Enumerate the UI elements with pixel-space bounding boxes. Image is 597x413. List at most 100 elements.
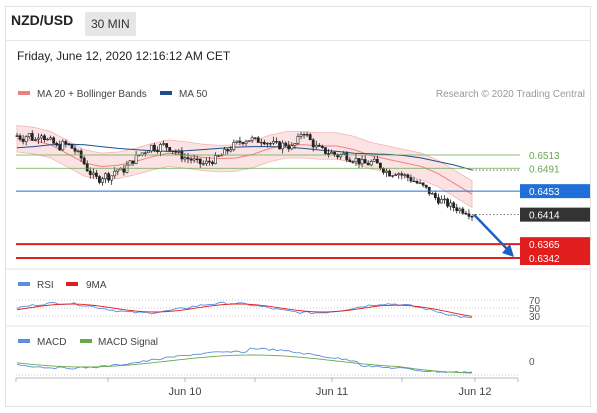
last-price-label: 0.6414 (529, 211, 560, 222)
candle-body (241, 142, 245, 144)
candle-body (348, 159, 352, 162)
candle-body (162, 143, 165, 145)
candle-body (290, 145, 294, 150)
x-tick-label: Jun 10 (168, 386, 201, 398)
candle-body (101, 178, 104, 183)
candle-body (269, 142, 272, 145)
candle-body (55, 142, 59, 146)
candle-body (85, 163, 89, 172)
candle-body (64, 141, 68, 145)
candle-body (128, 160, 132, 166)
timestamp: Friday, June 12, 2020 12:16:12 AM CET (17, 49, 231, 63)
candle-body (146, 150, 150, 154)
candle-body (214, 155, 217, 164)
pivot-tag (520, 184, 590, 199)
candle-body (174, 150, 178, 153)
candle-body (134, 154, 138, 164)
candle-body (372, 158, 376, 162)
ma20-line (16, 138, 473, 195)
candle-body (223, 149, 227, 156)
rsi-level-label: 30 (529, 312, 541, 323)
candle-body (284, 142, 288, 146)
candle-body (211, 161, 214, 164)
macd-line (16, 347, 473, 374)
candle-body (339, 154, 343, 158)
candle-body (330, 151, 333, 154)
candle-body (82, 157, 86, 165)
candle-body (412, 180, 416, 183)
candle-body (388, 170, 391, 177)
rsi-level-label: 70 (529, 296, 541, 307)
candle-body (391, 175, 395, 177)
candle-body (464, 212, 468, 215)
candle-body (15, 135, 19, 137)
bollinger-band (16, 125, 473, 209)
candle-body (397, 173, 401, 176)
chart-frame (5, 6, 591, 407)
candle-body (192, 158, 196, 161)
macd-signal-legend-label: MACD Signal (98, 337, 158, 348)
macd-panel: 0 (16, 347, 535, 376)
candle-body (131, 160, 135, 164)
candle-body (98, 176, 101, 183)
candle-body (107, 173, 111, 181)
candle-body (354, 158, 358, 162)
candle-body (415, 181, 419, 184)
resistance-label: 0.6513 (529, 151, 560, 162)
candle-body (61, 141, 65, 151)
candle-body (88, 170, 92, 175)
forecast-arrowhead (502, 244, 514, 257)
candle-body (430, 193, 434, 195)
support-tag (520, 237, 590, 252)
candle-body (58, 144, 62, 151)
candle-body (73, 148, 77, 152)
candle-body (308, 134, 312, 141)
candle-body (79, 150, 83, 159)
candle-body (27, 133, 31, 137)
candle-body (351, 161, 355, 163)
candle-body (217, 155, 220, 157)
candle-body (183, 157, 187, 160)
x-tick-label: Jun 11 (316, 386, 348, 398)
candle-body (244, 141, 248, 144)
candle-body (385, 170, 388, 173)
candle-body (21, 138, 25, 142)
x-tick-label: Jun 12 (458, 386, 491, 398)
candle-body (235, 140, 239, 143)
candle-body (67, 143, 71, 145)
candle-body (91, 172, 95, 175)
rsi-legend-label: RSI (37, 280, 54, 291)
candle-body (266, 142, 269, 145)
support-label: 0.6365 (529, 240, 560, 251)
rsi-ma-legend-swatch (66, 282, 78, 286)
forecast-arrow (473, 213, 510, 252)
candle-body (76, 150, 80, 152)
candle-body (33, 139, 37, 141)
candle-body (159, 144, 162, 152)
ma20-legend-swatch (18, 91, 30, 95)
candle-body (345, 152, 349, 161)
candle-body (433, 193, 437, 198)
candle-body (104, 173, 107, 179)
candle-body (275, 141, 278, 143)
candle-body (409, 177, 413, 182)
candle-body (110, 175, 114, 181)
pivot-label: 0.6453 (529, 187, 560, 198)
candle-body (168, 147, 172, 152)
last-price-tag (520, 207, 590, 222)
candle-body (317, 144, 321, 147)
timeframe-badge[interactable]: 30 MIN (85, 12, 136, 36)
candle-body (455, 207, 459, 212)
candle-body (403, 174, 407, 176)
candle-body (400, 173, 404, 176)
instrument-title: NZD/USD (11, 12, 74, 28)
candle-body (461, 208, 465, 214)
candle-body (229, 149, 233, 152)
candle-body (320, 146, 324, 148)
candle-body (363, 159, 367, 164)
candle-body (449, 202, 453, 207)
credit-text: Research © 2020 Trading Central (436, 89, 585, 100)
candle-body (357, 158, 361, 165)
rsi-ma-line (16, 303, 473, 317)
candle-body (49, 137, 52, 140)
